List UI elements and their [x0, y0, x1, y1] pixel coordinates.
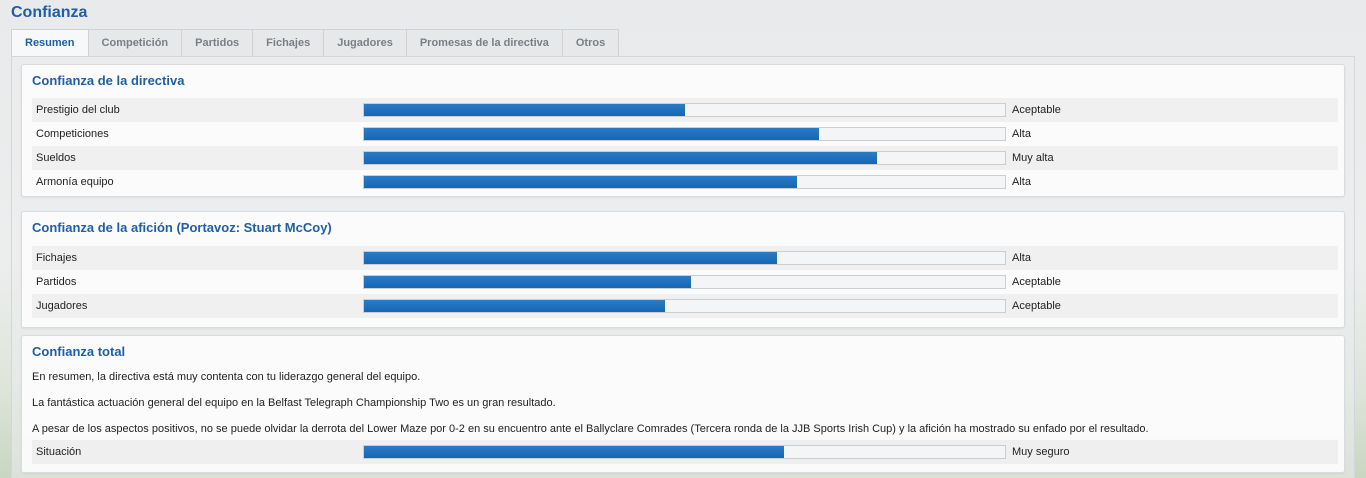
tab-competicion[interactable]: Competición — [88, 29, 183, 57]
confidence-bar-fill — [364, 104, 685, 116]
tab-content: Confianza de la directiva Prestigio del … — [11, 56, 1355, 478]
fan-row: Fichajes Alta — [32, 246, 1338, 270]
confidence-bar — [363, 251, 1006, 265]
row-label: Armonía equipo — [36, 176, 114, 188]
row-label: Partidos — [36, 276, 77, 288]
tab-promesas[interactable]: Promesas de la directiva — [406, 29, 563, 57]
confidence-bar — [363, 445, 1006, 459]
confidence-bar — [363, 151, 1006, 165]
board-row: Armonía equipo Alta — [32, 170, 1338, 194]
confidence-bar-fill — [364, 176, 797, 188]
row-label: Situación — [36, 446, 82, 458]
board-confidence-title: Confianza de la directiva — [32, 73, 185, 88]
tab-otros[interactable]: Otros — [562, 29, 620, 57]
row-value: Alta — [1012, 176, 1031, 188]
confidence-bar — [363, 127, 1006, 141]
row-value: Aceptable — [1012, 276, 1061, 288]
row-label: Competiciones — [36, 128, 109, 140]
row-value: Alta — [1012, 128, 1031, 140]
fan-row: Partidos Aceptable — [32, 270, 1338, 294]
tab-jugadores[interactable]: Jugadores — [324, 29, 407, 57]
page-title: Confianza — [11, 4, 88, 21]
tab-fichajes[interactable]: Fichajes — [253, 29, 325, 57]
confidence-bar-fill — [364, 300, 666, 312]
confidence-bar-fill — [364, 152, 877, 164]
row-value: Muy seguro — [1012, 446, 1070, 458]
status-row: Situación Muy seguro — [32, 440, 1338, 464]
board-row: Competiciones Alta — [32, 122, 1338, 146]
confidence-bar — [363, 275, 1006, 289]
confidence-bar-fill — [364, 446, 784, 458]
row-label: Fichajes — [36, 252, 77, 264]
row-label: Sueldos — [36, 152, 76, 164]
overall-confidence-panel: Confianza total En resumen, la directiva… — [21, 335, 1345, 473]
row-value: Muy alta — [1012, 152, 1054, 164]
overall-confidence-title: Confianza total — [32, 344, 126, 359]
fan-confidence-title: Confianza de la afición (Portavoz: Stuar… — [32, 220, 332, 235]
row-value: Aceptable — [1012, 104, 1061, 116]
summary-paragraph: La fantástica actuación general del equi… — [32, 397, 556, 409]
row-value: Alta — [1012, 252, 1031, 264]
fan-confidence-panel: Confianza de la afición (Portavoz: Stuar… — [21, 211, 1345, 328]
row-label: Prestigio del club — [36, 104, 120, 116]
board-row: Sueldos Muy alta — [32, 146, 1338, 170]
confidence-bar — [363, 103, 1006, 117]
summary-paragraph: En resumen, la directiva está muy conten… — [32, 371, 421, 383]
row-value: Aceptable — [1012, 300, 1061, 312]
board-row: Prestigio del club Aceptable — [32, 98, 1338, 122]
confidence-bar-fill — [364, 276, 691, 288]
confidence-bar — [363, 299, 1006, 313]
tab-resumen[interactable]: Resumen — [11, 29, 89, 57]
fan-row: Jugadores Aceptable — [32, 294, 1338, 318]
confidence-bar-fill — [364, 252, 778, 264]
tab-partidos[interactable]: Partidos — [182, 29, 254, 57]
board-confidence-panel: Confianza de la directiva Prestigio del … — [21, 64, 1345, 197]
row-label: Jugadores — [36, 300, 88, 312]
summary-paragraph: A pesar de los aspectos positivos, no se… — [32, 423, 1149, 435]
tab-bar: Resumen Competición Partidos Fichajes Ju… — [11, 29, 620, 57]
confidence-bar — [363, 175, 1006, 189]
confidence-bar-fill — [364, 128, 820, 140]
